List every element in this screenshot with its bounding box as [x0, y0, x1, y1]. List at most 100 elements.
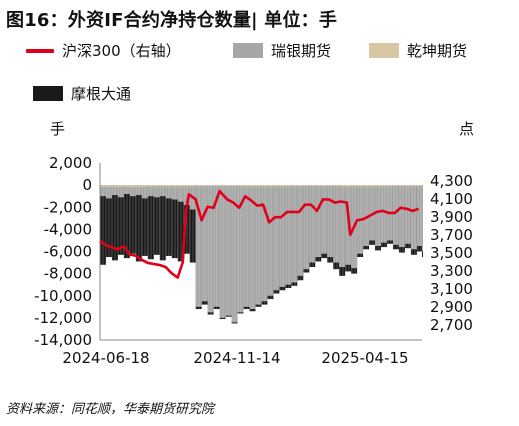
left-tick-label: 0 — [82, 176, 92, 194]
jpm-bar-15 — [189, 185, 196, 263]
right-tick-label: 2,700 — [430, 316, 473, 334]
ubs-bar-47 — [381, 185, 387, 243]
ubs-bar-4 — [123, 185, 130, 194]
ubs-bar-0 — [100, 185, 106, 197]
right-tick-label: 4,300 — [430, 172, 473, 190]
right-tick-label: 2,900 — [430, 298, 473, 316]
right-tick-label: 3,700 — [430, 226, 473, 244]
ubs-bar-20 — [219, 185, 226, 318]
ubs-bar-13 — [177, 185, 184, 202]
qiankun-bar-3 — [243, 185, 292, 187]
jpm-bar-5 — [129, 185, 136, 254]
ubs-bar-9 — [153, 185, 160, 198]
right-tick-label: 3,500 — [430, 244, 473, 262]
left-tick-label: -6,000 — [44, 243, 92, 261]
ubs-bar-49 — [392, 185, 399, 245]
left-axis-unit: 手 — [50, 120, 66, 138]
right-tick-label: 3,900 — [430, 208, 473, 226]
legend-hs300-label: 沪深300（右轴） — [62, 42, 181, 60]
jpm-bar-1 — [105, 185, 112, 258]
qiankun-bar-7 — [422, 185, 423, 187]
ubs-bar-11 — [165, 185, 172, 199]
qiankun-bar-2 — [195, 185, 244, 187]
ubs-bar-54 — [422, 185, 423, 252]
ubs-bar-34 — [303, 185, 310, 270]
ubs-bar-26 — [255, 185, 262, 305]
jpm-bar-3 — [117, 185, 124, 255]
ubs-bar-2 — [111, 185, 118, 196]
ubs-bar-10 — [159, 185, 166, 197]
jpm-bar-11 — [165, 185, 172, 256]
x-tick-label: 2025-04-15 — [321, 349, 408, 367]
legend-jpm-swatch — [33, 86, 63, 101]
ubs-bar-22 — [231, 185, 238, 323]
ubs-bar-12 — [171, 185, 178, 200]
x-tick-label: 2024-11-14 — [193, 349, 280, 367]
ubs-bar-1 — [105, 185, 112, 199]
ubs-bar-36 — [315, 185, 322, 258]
qiankun-bar-6 — [386, 185, 422, 187]
legend-ubs-label: 瑞银期货 — [271, 42, 332, 60]
right-tick-label: 3,300 — [430, 262, 473, 280]
ubs-bar-50 — [398, 185, 405, 248]
ubs-bar-24 — [243, 185, 250, 307]
ubs-bar-23 — [237, 185, 244, 313]
left-tick-label: -14,000 — [34, 331, 92, 349]
left-tick-label: -2,000 — [44, 198, 92, 216]
ubs-bar-16 — [195, 185, 202, 307]
ubs-bar-33 — [297, 185, 304, 276]
ubs-bar-39 — [333, 185, 340, 263]
qiankun-bar-4 — [291, 185, 340, 187]
ubs-bar-38 — [327, 185, 334, 258]
ubs-bar-35 — [309, 185, 316, 263]
jpm-bar-13 — [177, 185, 184, 262]
left-tick-label: -12,000 — [34, 309, 92, 327]
ubs-bar-14 — [183, 185, 190, 206]
x-tick-label: 2024-06-18 — [62, 349, 149, 367]
right-tick-label: 3,100 — [430, 280, 473, 298]
ubs-bar-28 — [267, 185, 274, 296]
left-tick-label: 2,000 — [49, 154, 92, 172]
legend-qiankun: 乾坤期货 — [369, 40, 467, 61]
ubs-bar-6 — [135, 185, 142, 196]
ubs-bar-30 — [279, 185, 286, 287]
jpm-bar-10 — [159, 185, 166, 261]
jpm-bar-7 — [141, 185, 148, 256]
ubs-bar-25 — [249, 185, 256, 310]
ubs-bar-53 — [416, 185, 422, 246]
left-tick-label: -4,000 — [44, 220, 92, 238]
ubs-bar-31 — [285, 185, 292, 285]
source-note: 资料来源：同花顺，华泰期货研究院 — [6, 402, 215, 417]
ubs-bar-5 — [129, 185, 136, 197]
jpm-bar-9 — [153, 185, 160, 255]
jpm-bar-0 — [100, 185, 106, 265]
ubs-bar-17 — [201, 185, 208, 302]
ubs-bar-3 — [117, 185, 124, 198]
left-tick-label: -10,000 — [34, 287, 92, 305]
ubs-bar-52 — [410, 185, 417, 250]
qiankun-bar-1 — [147, 185, 196, 187]
ubs-bar-44 — [363, 185, 370, 246]
ubs-bar-18 — [207, 185, 214, 313]
ubs-bar-27 — [261, 185, 268, 302]
legend-ubs: 瑞银期货 — [233, 40, 331, 61]
jpm-bar-4 — [123, 185, 130, 259]
legend-jpm-label: 摩根大通 — [71, 85, 132, 103]
legend-hs300-swatch — [26, 48, 54, 53]
qiankun-bar-0 — [100, 185, 148, 187]
ubs-bar-19 — [213, 185, 220, 307]
ubs-bar-51 — [404, 185, 411, 244]
right-tick-label: 4,100 — [430, 190, 473, 208]
legend-hs300: 沪深300（右轴） — [26, 40, 181, 61]
jpm-bar-6 — [135, 185, 142, 262]
jpm-bar-8 — [147, 185, 154, 260]
left-tick-label: -8,000 — [44, 265, 92, 283]
jpm-bar-12 — [171, 185, 178, 259]
legend-ubs-swatch — [233, 43, 263, 58]
chart-title: 图16：外资IF合约净持仓数量| 单位：手 — [6, 10, 338, 31]
legend-qiankun-swatch — [369, 43, 399, 58]
hs300-line — [99, 189, 420, 279]
jpm-bar-2 — [111, 185, 118, 261]
ubs-bar-46 — [375, 185, 381, 246]
